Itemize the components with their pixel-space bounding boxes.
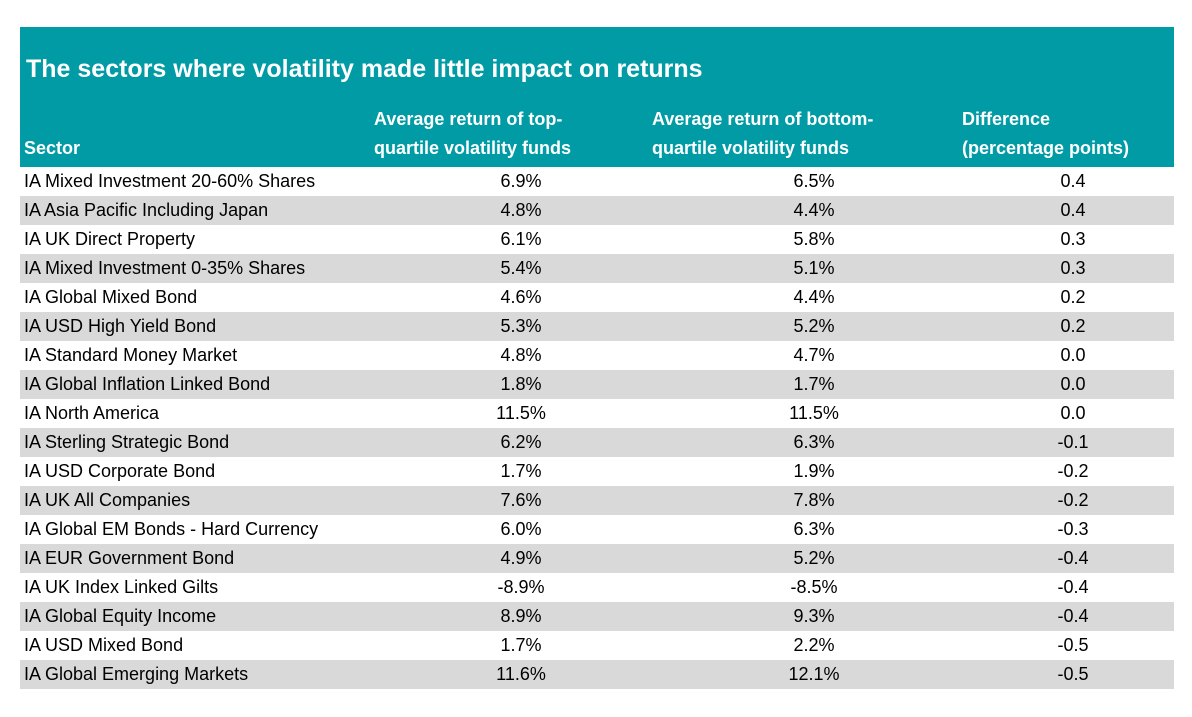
cell-bottom-quartile-return: -8.5% [790, 577, 838, 597]
cell-sector: IA EUR Government Bond [24, 548, 235, 568]
cell-sector: IA Mixed Investment 20-60% Shares [24, 171, 316, 191]
cell-sector: IA Asia Pacific Including Japan [24, 200, 269, 220]
cell-difference: -0.5 [1057, 635, 1089, 655]
cell-top-quartile-return: 5.4% [500, 258, 542, 278]
cell-sector: IA Global EM Bonds - Hard Currency [24, 519, 319, 539]
cell-difference: -0.4 [1057, 577, 1089, 597]
cell-difference: 0.2 [1060, 316, 1086, 336]
cell-difference: -0.2 [1057, 461, 1089, 481]
table-row: IA Global Inflation Linked Bond 1.8% 1.7% 0… [20, 370, 1174, 399]
table-header: The sectors where volatility made little… [20, 27, 1174, 167]
table-row: IA USD Mixed Bond 1.7% 2.2% -0.5 [20, 631, 1174, 660]
table-body: IA Mixed Investment 20-60% Shares 6.9% 6.5… [20, 167, 1174, 689]
cell-top-quartile-return: 4.8% [500, 345, 542, 365]
cell-difference: 0.0 [1060, 345, 1086, 365]
returns-table: The sectors where volatility made little… [20, 27, 1174, 689]
cell-sector: IA Global Inflation Linked Bond [24, 374, 271, 394]
cell-top-quartile-return: 11.6% [496, 664, 546, 684]
table-row: IA Global Emerging Markets 11.6% 12.1% -0.5 [20, 660, 1174, 689]
cell-difference: -0.4 [1057, 606, 1089, 626]
cell-top-quartile-return: 5.3% [500, 316, 542, 336]
cell-top-quartile-return: 1.7% [500, 461, 542, 481]
table-row: IA UK All Companies 7.6% 7.8% -0.2 [20, 486, 1174, 515]
cell-bottom-quartile-return: 5.2% [793, 548, 835, 568]
cell-bottom-quartile-return: 4.4% [793, 200, 835, 220]
cell-top-quartile-return: 6.9% [500, 171, 542, 191]
cell-difference: 0.0 [1060, 374, 1086, 394]
cell-difference: 0.4 [1060, 171, 1086, 191]
cell-sector: IA UK All Companies [24, 490, 191, 510]
table-row: IA USD High Yield Bond 5.3% 5.2% 0.2 [20, 312, 1174, 341]
cell-bottom-quartile-return: 4.4% [793, 287, 835, 307]
cell-top-quartile-return: 11.5% [496, 403, 546, 423]
cell-top-quartile-return: 6.0% [500, 519, 542, 539]
cell-sector: IA Standard Money Market [24, 345, 238, 365]
cell-top-quartile-return: 1.8% [500, 374, 542, 394]
cell-top-quartile-return: 6.2% [500, 432, 542, 452]
cell-sector: IA USD Mixed Bond [24, 635, 184, 655]
cell-bottom-quartile-return: 6.5% [793, 171, 835, 191]
cell-bottom-quartile-return: 12.1% [788, 664, 840, 684]
column-header-sector: Sector [24, 138, 81, 158]
cell-sector: IA USD High Yield Bond [24, 316, 217, 336]
cell-bottom-quartile-return: 11.5% [789, 403, 839, 423]
cell-sector: IA Mixed Investment 0-35% Shares [24, 258, 306, 278]
cell-top-quartile-return: 6.1% [500, 229, 542, 249]
cell-sector: IA Global Mixed Bond [24, 287, 198, 307]
cell-bottom-quartile-return: 5.1% [793, 258, 835, 278]
cell-sector: IA Sterling Strategic Bond [24, 432, 230, 452]
table-row: IA USD Corporate Bond 1.7% 1.9% -0.2 [20, 457, 1174, 486]
cell-difference: 0.3 [1060, 258, 1086, 278]
table-row: IA North America 11.5% 11.5% 0.0 [20, 399, 1174, 428]
cell-bottom-quartile-return: 2.2% [793, 635, 835, 655]
cell-top-quartile-return: -8.9% [497, 577, 545, 597]
cell-difference: 0.3 [1060, 229, 1086, 249]
cell-bottom-quartile-return: 1.7% [793, 374, 835, 394]
table-row: IA Global Equity Income 8.9% 9.3% -0.4 [20, 602, 1174, 631]
table-row: IA EUR Government Bond 4.9% 5.2% -0.4 [20, 544, 1174, 573]
cell-top-quartile-return: 4.6% [500, 287, 542, 307]
cell-bottom-quartile-return: 1.9% [793, 461, 835, 481]
cell-sector: IA Global Emerging Markets [24, 664, 249, 684]
cell-difference: -0.4 [1057, 548, 1089, 568]
table-row: IA Standard Money Market 4.8% 4.7% 0.0 [20, 341, 1174, 370]
cell-top-quartile-return: 1.7% [500, 635, 542, 655]
cell-bottom-quartile-return: 6.3% [793, 519, 835, 539]
table-row: IA Mixed Investment 0-35% Shares 5.4% 5.1%… [20, 254, 1174, 283]
table-row: IA UK Direct Property 6.1% 5.8% 0.3 [20, 225, 1174, 254]
column-header-top-quartile: Average return of top- quartile volatili… [374, 109, 572, 158]
table-row: IA Global EM Bonds - Hard Currency 6.0% 6.… [20, 515, 1174, 544]
cell-difference: 0.4 [1060, 200, 1086, 220]
cell-bottom-quartile-return: 7.8% [793, 490, 835, 510]
cell-bottom-quartile-return: 5.2% [793, 316, 835, 336]
table-row: IA Global Mixed Bond 4.6% 4.4% 0.2 [20, 283, 1174, 312]
cell-difference: -0.2 [1057, 490, 1089, 510]
cell-difference: -0.5 [1057, 664, 1089, 684]
cell-sector: IA USD Corporate Bond [24, 461, 216, 481]
cell-bottom-quartile-return: 5.8% [793, 229, 835, 249]
column-header-difference: Difference (percentage points) [962, 109, 1130, 158]
table-row: IA Mixed Investment 20-60% Shares 6.9% 6.5… [20, 167, 1174, 196]
table-row: IA Asia Pacific Including Japan 4.8% 4.4% 0… [20, 196, 1174, 225]
cell-top-quartile-return: 4.9% [500, 548, 542, 568]
table-title: The sectors where volatility made little… [26, 55, 703, 83]
cell-top-quartile-return: 7.6% [500, 490, 542, 510]
cell-difference: -0.3 [1057, 519, 1089, 539]
column-header-bottom-quartile: Average return of bottom- quartile volat… [652, 109, 874, 158]
cell-difference: 0.0 [1060, 403, 1086, 423]
table-row: IA Sterling Strategic Bond 6.2% 6.3% -0.1 [20, 428, 1174, 457]
cell-sector: IA UK Direct Property [24, 229, 196, 249]
cell-top-quartile-return: 4.8% [500, 200, 542, 220]
cell-sector: IA North America [24, 403, 160, 423]
cell-bottom-quartile-return: 9.3% [793, 606, 835, 626]
cell-bottom-quartile-return: 4.7% [793, 345, 835, 365]
cell-bottom-quartile-return: 6.3% [793, 432, 835, 452]
cell-difference: -0.1 [1057, 432, 1089, 452]
cell-top-quartile-return: 8.9% [500, 606, 542, 626]
cell-sector: IA UK Index Linked Gilts [24, 577, 219, 597]
cell-difference: 0.2 [1060, 287, 1086, 307]
table-row: IA UK Index Linked Gilts -8.9% -8.5% -0.4 [20, 573, 1174, 602]
cell-sector: IA Global Equity Income [24, 606, 217, 626]
